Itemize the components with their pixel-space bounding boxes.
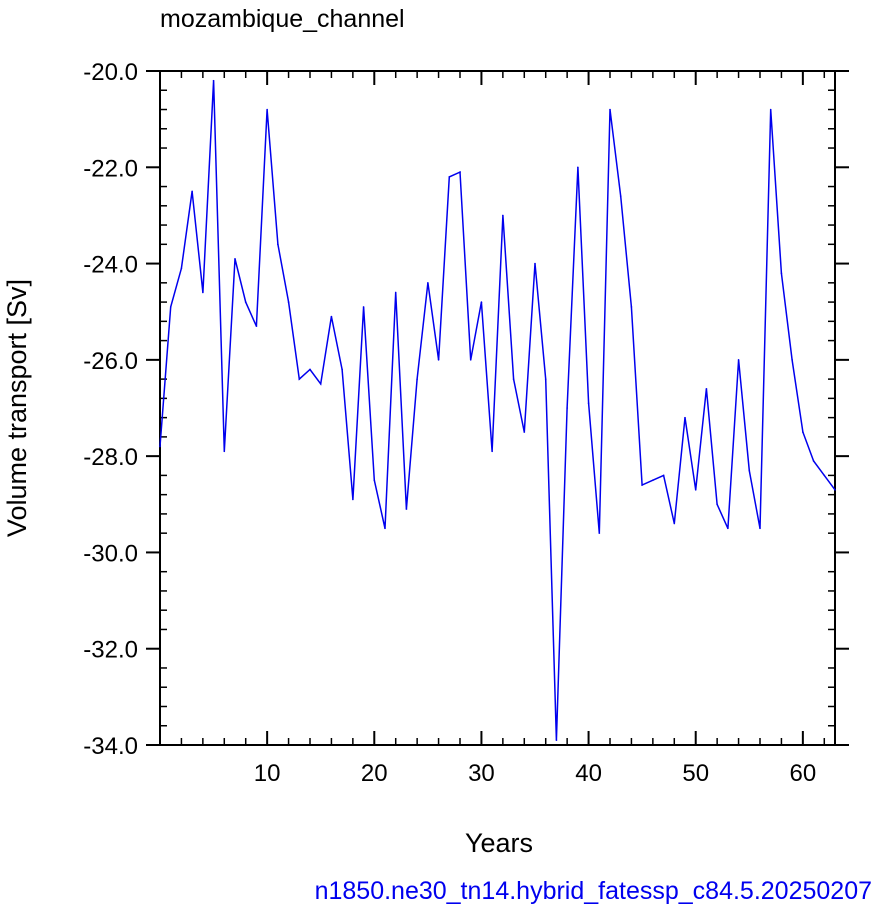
data-point [555, 739, 558, 741]
data-point [341, 368, 343, 371]
data-point [748, 469, 751, 472]
x-axis-ticks: 10 20 30 40 50 60 [254, 71, 816, 787]
data-point [277, 243, 279, 246]
x-tick-label: 50 [682, 760, 709, 787]
data-point [180, 267, 183, 270]
series-group [159, 79, 836, 741]
y-tick-label: -30.0 [83, 540, 138, 567]
x-tick-label: 40 [575, 760, 602, 787]
x-tick-label: 10 [254, 760, 281, 787]
x-axis-label: Years [465, 828, 533, 858]
data-point [459, 171, 461, 173]
data-point [662, 474, 665, 477]
x-tick-label: 20 [361, 760, 388, 787]
x-tick-label: 30 [468, 760, 495, 787]
data-point [759, 527, 761, 530]
chart-title: mozambique_channel [160, 5, 405, 33]
y-axis-ticks: -20.0 -22.0 -24.0 -26.0 -28.0 -30.0 -32.0 -34.0 [83, 59, 849, 760]
y-tick-label: -28.0 [83, 444, 138, 471]
y-tick-label: -24.0 [83, 252, 138, 279]
data-point [202, 291, 204, 294]
data-point [330, 315, 333, 318]
data-point [791, 359, 793, 361]
series-line [159, 80, 836, 741]
data-point [405, 508, 408, 510]
data-point [319, 383, 322, 385]
data-point [534, 262, 536, 265]
data-point [737, 359, 740, 361]
data-point [823, 474, 826, 477]
data-point [684, 416, 686, 419]
data-point [523, 431, 526, 433]
y-axis-label: Volume transport [Sv] [2, 279, 32, 537]
data-point [437, 359, 440, 361]
minor-ticks [160, 71, 835, 745]
data-point [266, 108, 268, 111]
data-point [491, 450, 493, 453]
data-point [212, 79, 215, 82]
data-point [566, 407, 568, 409]
data-point [373, 479, 376, 482]
data-point [716, 503, 718, 506]
data-point [159, 445, 161, 448]
data-point [812, 460, 815, 462]
data-point [448, 176, 451, 178]
data-point [652, 479, 654, 482]
data-point [287, 301, 290, 303]
data-point [394, 291, 397, 294]
x-tick-label: 60 [790, 760, 817, 787]
data-point [255, 325, 258, 327]
data-point [673, 522, 676, 525]
data-point [630, 306, 633, 308]
data-point [191, 190, 193, 193]
y-tick-label: -26.0 [83, 348, 138, 375]
data-point [834, 489, 836, 491]
run-caption: n1850.ne30_tn14.hybrid_fatessp_c84.5.202… [315, 877, 872, 905]
data-point [641, 484, 643, 486]
data-point [587, 402, 590, 404]
data-point [512, 378, 515, 380]
data-point [769, 108, 772, 111]
data-point [427, 282, 429, 284]
data-point [298, 378, 301, 380]
data-point [619, 195, 622, 197]
data-point [362, 306, 365, 308]
data-point [780, 272, 783, 275]
data-point [577, 166, 579, 169]
data-point [480, 301, 483, 303]
data-point [609, 108, 611, 111]
plot-frame [159, 70, 836, 746]
y-tick-label: -20.0 [83, 59, 138, 86]
data-point [416, 378, 418, 380]
data-point [309, 368, 311, 371]
data-point [544, 378, 547, 380]
data-point [502, 214, 504, 217]
data-point [169, 306, 172, 308]
data-point [223, 450, 226, 453]
data-point [694, 489, 697, 491]
data-point [384, 527, 386, 530]
data-point [244, 301, 247, 303]
y-tick-label: -34.0 [83, 733, 138, 760]
data-point [469, 359, 472, 361]
data-point [705, 387, 708, 390]
y-tick-label: -32.0 [83, 637, 138, 664]
data-point [598, 532, 601, 534]
data-point [802, 431, 804, 433]
data-point [234, 257, 236, 260]
data-point [727, 527, 729, 530]
data-point [352, 498, 354, 501]
y-tick-label: -22.0 [83, 155, 138, 182]
